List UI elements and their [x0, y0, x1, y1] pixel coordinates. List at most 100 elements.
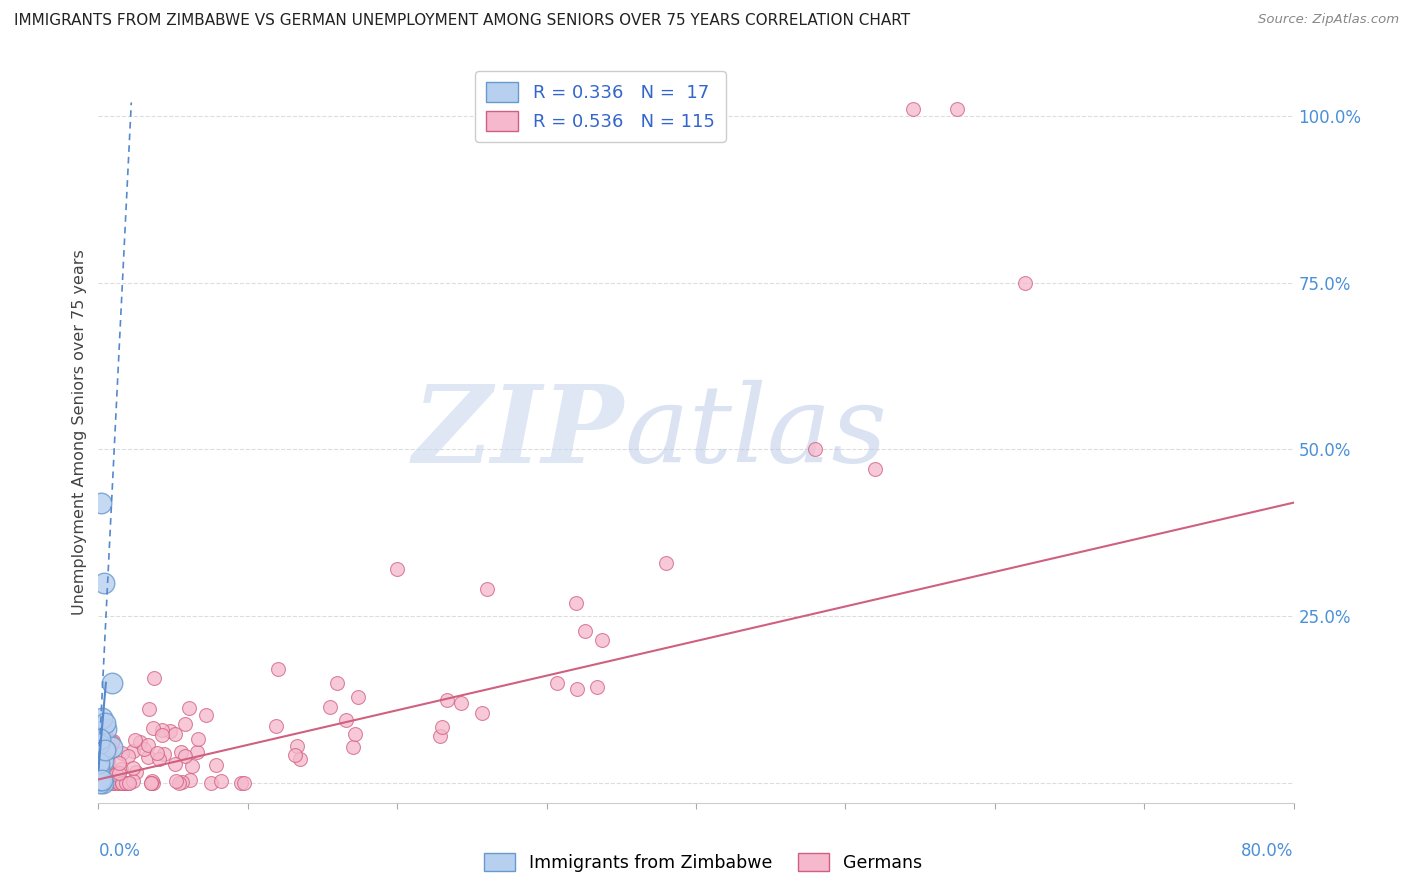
- Point: [94, 722, 117, 736]
- Point: [104, 766, 127, 780]
- Point: [94, 722, 117, 736]
- Point: [179, 700, 201, 714]
- Point: [97, 755, 120, 769]
- Point: [98, 739, 121, 754]
- Point: [229, 776, 252, 790]
- Point: [89, 776, 111, 790]
- Point: [150, 723, 173, 737]
- Point: [179, 772, 201, 787]
- Point: [91, 776, 114, 790]
- Point: [142, 722, 165, 736]
- Point: [159, 724, 181, 739]
- Point: [136, 749, 159, 764]
- Point: [89, 776, 111, 790]
- Point: [152, 747, 174, 761]
- Point: [205, 758, 228, 772]
- Point: [290, 752, 312, 766]
- Point: [146, 746, 169, 760]
- Point: [101, 776, 124, 790]
- Point: [141, 773, 163, 788]
- Point: [93, 575, 115, 590]
- Point: [141, 776, 163, 790]
- Point: [475, 582, 498, 597]
- Point: [450, 697, 472, 711]
- Point: [108, 776, 131, 790]
- Text: ZIP: ZIP: [413, 380, 624, 485]
- Point: [87, 756, 110, 771]
- Point: [111, 776, 134, 790]
- Point: [195, 707, 218, 722]
- Point: [170, 775, 193, 789]
- Point: [165, 774, 187, 789]
- Point: [101, 675, 124, 690]
- Point: [139, 776, 162, 790]
- Point: [285, 739, 308, 753]
- Point: [163, 727, 186, 741]
- Point: [655, 556, 678, 570]
- Point: [103, 776, 125, 790]
- Point: [111, 776, 134, 790]
- Point: [233, 776, 256, 790]
- Text: atlas: atlas: [624, 380, 887, 485]
- Point: [163, 757, 186, 772]
- Point: [90, 496, 112, 510]
- Point: [93, 772, 115, 787]
- Point: [169, 776, 191, 790]
- Point: [124, 733, 146, 747]
- Point: [122, 774, 145, 789]
- Point: [115, 776, 138, 790]
- Point: [93, 776, 115, 790]
- Point: [170, 744, 193, 758]
- Y-axis label: Unemployment Among Seniors over 75 years: Unemployment Among Seniors over 75 years: [72, 250, 87, 615]
- Point: [107, 773, 129, 788]
- Point: [93, 766, 115, 780]
- Point: [200, 776, 222, 790]
- Point: [148, 752, 170, 766]
- Point: [181, 759, 204, 773]
- Point: [142, 671, 165, 685]
- Point: [89, 776, 111, 790]
- Point: [93, 716, 115, 731]
- Point: [117, 748, 139, 763]
- Point: [112, 776, 135, 790]
- Point: [89, 732, 111, 747]
- Point: [865, 462, 887, 476]
- Point: [87, 761, 110, 775]
- Point: [90, 766, 112, 780]
- Legend: Immigrants from Zimbabwe, Germans: Immigrants from Zimbabwe, Germans: [477, 847, 929, 879]
- Point: [107, 776, 129, 790]
- Point: [209, 774, 232, 789]
- Text: Source: ZipAtlas.com: Source: ZipAtlas.com: [1258, 13, 1399, 27]
- Point: [574, 624, 596, 638]
- Point: [946, 102, 969, 116]
- Point: [326, 675, 349, 690]
- Point: [91, 754, 114, 768]
- Point: [89, 772, 111, 787]
- Point: [586, 680, 609, 694]
- Point: [173, 716, 195, 731]
- Point: [89, 738, 111, 752]
- Point: [346, 690, 368, 705]
- Point: [115, 776, 138, 790]
- Point: [591, 632, 613, 647]
- Point: [342, 739, 364, 754]
- Point: [107, 765, 129, 780]
- Point: [89, 776, 111, 790]
- Point: [94, 743, 117, 757]
- Point: [100, 776, 122, 790]
- Point: [186, 745, 208, 759]
- Point: [335, 713, 357, 727]
- Point: [107, 765, 129, 780]
- Point: [100, 739, 122, 754]
- Point: [118, 776, 141, 790]
- Text: 0.0%: 0.0%: [98, 842, 141, 860]
- Point: [565, 681, 588, 696]
- Point: [471, 706, 494, 720]
- Point: [132, 742, 155, 756]
- Point: [142, 776, 165, 790]
- Point: [91, 772, 114, 787]
- Point: [115, 776, 138, 790]
- Point: [429, 730, 451, 744]
- Point: [111, 747, 134, 761]
- Point: [1014, 276, 1036, 290]
